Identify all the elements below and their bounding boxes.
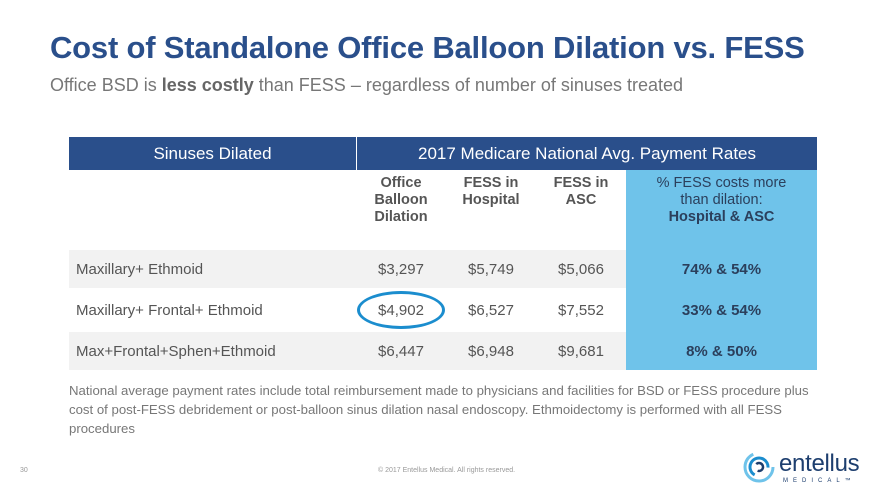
payment-rates-table: Sinuses Dilated 2017 Medicare National A… [69, 137, 817, 370]
pct-more: 74% & 54% [626, 250, 817, 288]
slide-subtitle: Office BSD is less costly than FESS – re… [50, 75, 683, 95]
table-row: Maxillary+ Ethmoid $3,297 $5,749 $5,066 … [69, 250, 817, 288]
pct-more: 33% & 54% [626, 291, 817, 329]
col-fess-hospital: FESS in Hospital [462, 175, 520, 208]
page-number: 30 [20, 467, 28, 474]
hospital-cost: $5,749 [446, 250, 536, 288]
row-label: Maxillary+ Ethmoid [69, 250, 356, 288]
office-cost: $6,447 [356, 332, 446, 370]
slide-title: Cost of Standalone Office Balloon Dilati… [50, 30, 805, 65]
copyright: © 2017 Entellus Medical. All rights rese… [378, 467, 516, 474]
table-header: Sinuses Dilated 2017 Medicare National A… [69, 137, 817, 170]
col-fess-asc: FESS in ASC [553, 175, 609, 208]
col-pct-fess-more: % FESS costs more than dilation: Hospital … [626, 170, 817, 250]
asc-cost: $5,066 [536, 250, 626, 288]
header-payment-rates: 2017 Medicare National Avg. Payment Rate… [418, 143, 756, 163]
office-cost: $3,297 [356, 250, 446, 288]
logo-subtext: MEDICAL™ [783, 478, 856, 484]
header-sinuses-dilated: Sinuses Dilated [69, 137, 357, 170]
row-label: Max+Frontal+Sphen+Ethmoid [69, 332, 356, 370]
row-label: Maxillary+ Frontal+ Ethmoid [76, 301, 263, 319]
logo-wordmark: entellus [779, 450, 860, 477]
highlight-circle [357, 291, 445, 329]
col-office-balloon-dilation: Office Balloon Dilation [374, 175, 428, 225]
asc-cost: $7,552 [558, 301, 604, 319]
column-subheader-row: Office Balloon Dilation FESS in Hospital FE… [69, 170, 817, 250]
pct-more: 8% & 50% [626, 332, 817, 370]
table-row: Max+Frontal+Sphen+Ethmoid $6,447 $6,948 … [69, 332, 817, 370]
asc-cost: $9,681 [536, 332, 626, 370]
entellus-swirl-icon [743, 451, 775, 483]
table-row: Maxillary+ Frontal+ Ethmoid $4,902 $6,52… [69, 291, 817, 329]
hospital-cost: $6,948 [446, 332, 536, 370]
entellus-logo: entellus MEDICAL™ [742, 448, 872, 488]
hospital-cost: $6,527 [468, 301, 514, 319]
footnote: National average payment rates include t… [69, 383, 809, 436]
